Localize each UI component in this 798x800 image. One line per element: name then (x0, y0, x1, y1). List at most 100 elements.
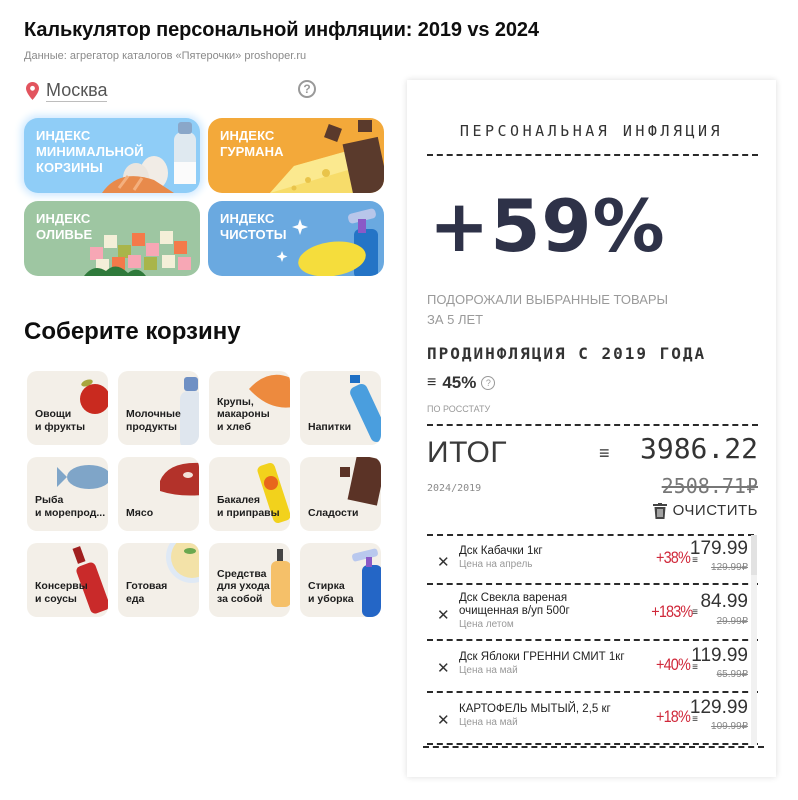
category-sweets[interactable]: Сладости (300, 457, 381, 531)
chocolate-icon (340, 457, 381, 506)
item-increase: +18% (656, 707, 691, 726)
map-pin-icon (26, 82, 39, 100)
milk-bottle-icon (180, 377, 199, 445)
item-price: 84.99 (700, 591, 748, 612)
list-item: ✕ Дск Яблоки ГРЕННИ СМИТ 1кг Цена на май… (427, 641, 758, 693)
item-name: Дск Яблоки ГРЕННИ СМИТ 1кг (459, 651, 625, 663)
category-label: Готовая еда (126, 580, 168, 605)
category-grains-bread[interactable]: Крупы, макароны и хлеб (209, 371, 290, 445)
plate-icon (166, 543, 199, 583)
question-circle-icon[interactable]: ? (298, 80, 316, 98)
item-price: 179.99 (689, 538, 748, 559)
dashed-divider (423, 746, 764, 748)
clear-button[interactable]: ОЧИСТИТЬ (652, 502, 758, 519)
scrollbar-thumb[interactable] (751, 535, 757, 575)
personal-inflation-caption: ПОДОРОЖАЛИ ВЫБРАННЫЕ ТОВАРЫ ЗА 5 ЛЕТ (427, 292, 669, 327)
remove-item-icon[interactable]: ✕ (437, 607, 450, 624)
question-circle-icon[interactable]: ? (481, 376, 496, 390)
category-ready-food[interactable]: Готовая еда (118, 543, 199, 617)
category-label: Молочные продукты (126, 408, 181, 433)
location-selector[interactable]: Москва (26, 80, 108, 102)
salad-illustration (84, 231, 191, 276)
category-dairy[interactable]: Молочные продукты (118, 371, 199, 445)
inflation-receipt: ПЕРСОНАЛЬНАЯ ИНФЛЯЦИЯ +59% ПОДОРОЖАЛИ ВЫ… (407, 80, 776, 777)
index-label: ИНДЕКС ОЛИВЬЕ (36, 211, 93, 242)
item-note: Цена на май (459, 665, 518, 676)
category-vegetables-fruits[interactable]: Овощи и фрукты (27, 371, 108, 445)
total-current: 3986.22 (639, 432, 758, 465)
list-item: ✕ Дск Кабачки 1кг Цена на апрель +38% ≡ … (427, 535, 758, 585)
cheese-chocolate-illustration (270, 120, 384, 193)
index-card-cleanliness[interactable]: ИНДЕКС ЧИСТОТЫ (208, 201, 384, 276)
item-increase: +183% (650, 602, 693, 621)
oil-bottle-icon (257, 462, 290, 524)
category-label: Овощи и фрукты (35, 408, 86, 433)
category-label: Бакалея и приправы (217, 494, 280, 519)
trash-icon (652, 502, 667, 519)
index-card-gourmet[interactable]: ИНДЕКС ГУРМАНА (208, 118, 384, 193)
category-label: Крупы, макароны и хлеб (217, 395, 270, 433)
item-old-price: 129.99₽ (711, 562, 748, 573)
category-fish-seafood[interactable]: Рыба и морепрод... (27, 457, 108, 531)
food-inflation-value: ≡ 45% ? (427, 373, 496, 393)
bread-icon (249, 374, 290, 408)
category-drinks[interactable]: Напитки (300, 371, 381, 445)
item-list-scrollbar[interactable] (751, 535, 757, 745)
sauce-bottle-icon (72, 546, 108, 614)
page-subtitle: Данные: агрегатор каталогов «Пятерочки» … (24, 50, 307, 62)
category-label: Напитки (308, 420, 352, 433)
index-label: ИНДЕКС ГУРМАНА (220, 128, 284, 159)
sponge-spray-illustration (276, 208, 378, 276)
index-label: ИНДЕКС ЧИСТОТЫ (220, 211, 287, 242)
clear-label: ОЧИСТИТЬ (672, 502, 758, 519)
item-name: КАРТОФЕЛЬ МЫТЫЙ, 2,5 кг (459, 703, 611, 715)
dashed-divider (427, 154, 758, 156)
category-grocery-spices[interactable]: Бакалея и приправы (209, 457, 290, 531)
item-price: 129.99 (689, 697, 748, 718)
milk-bread-eggs-illustration (102, 122, 196, 193)
item-old-price: 109.99₽ (711, 721, 748, 732)
equals-icon: ≡ (692, 555, 698, 566)
total-label: ИТОГ (427, 436, 508, 469)
basket-title: Соберите корзину (24, 318, 241, 345)
category-grid: Овощи и фрукты Молочные продукты Крупы, … (27, 371, 381, 617)
page-title: Калькулятор персональной инфляции: 2019 … (24, 19, 539, 41)
item-list: ✕ Дск Кабачки 1кг Цена на апрель +38% ≡ … (427, 535, 758, 747)
personal-inflation-value: +59% (429, 184, 666, 268)
category-label: Стирка и уборка (308, 580, 354, 605)
water-bottle-icon (350, 375, 381, 443)
category-laundry-cleaning[interactable]: Стирка и уборка (300, 543, 381, 617)
item-increase: +38% (656, 548, 691, 567)
index-presets: ИНДЕКС МИНИМАЛЬНОЙ КОРЗИНЫ ИНДЕКС ГУРМАН… (24, 118, 384, 276)
equals-icon: ≡ (692, 607, 698, 618)
dashed-divider (427, 534, 754, 536)
apple-icon (80, 379, 108, 414)
fish-icon (57, 465, 108, 489)
food-inflation-title: ПРОДИНФЛЯЦИЯ С 2019 ГОДА (427, 344, 707, 363)
category-personal-care[interactable]: Средства для ухода за собой (209, 543, 290, 617)
remove-item-icon[interactable]: ✕ (437, 554, 450, 571)
food-inflation-source: ПО РОССТАТУ (427, 404, 491, 414)
category-label: Консервы и соусы (35, 580, 88, 605)
item-note: Цена на апрель (459, 559, 533, 570)
remove-item-icon[interactable]: ✕ (437, 660, 450, 677)
category-meat[interactable]: Мясо (118, 457, 199, 531)
equals-icon: ≡ (427, 374, 437, 391)
list-item: ✕ Дск Свекла вареная очищенная в/уп 500г… (427, 585, 758, 641)
item-old-price: 65.99₽ (716, 669, 748, 680)
total-years: 2024/2019 (427, 483, 482, 494)
index-card-minimal-basket[interactable]: ИНДЕКС МИНИМАЛЬНОЙ КОРЗИНЫ (24, 118, 200, 193)
steak-icon (160, 462, 199, 496)
equals-icon: ≡ (599, 443, 610, 463)
equals-icon: ≡ (692, 662, 698, 673)
city-link[interactable]: Москва (46, 80, 108, 102)
soap-dispenser-icon (271, 549, 290, 607)
remove-item-icon[interactable]: ✕ (437, 712, 450, 729)
category-canned-sauces[interactable]: Консервы и соусы (27, 543, 108, 617)
index-card-olivier[interactable]: ИНДЕКС ОЛИВЬЕ (24, 201, 200, 276)
total-previous: 2508.71₽ (661, 474, 758, 498)
item-old-price: 29.99₽ (716, 616, 748, 627)
item-price: 119.99 (691, 645, 748, 666)
item-increase: +40% (656, 655, 691, 674)
spray-bottle-icon (352, 548, 381, 617)
